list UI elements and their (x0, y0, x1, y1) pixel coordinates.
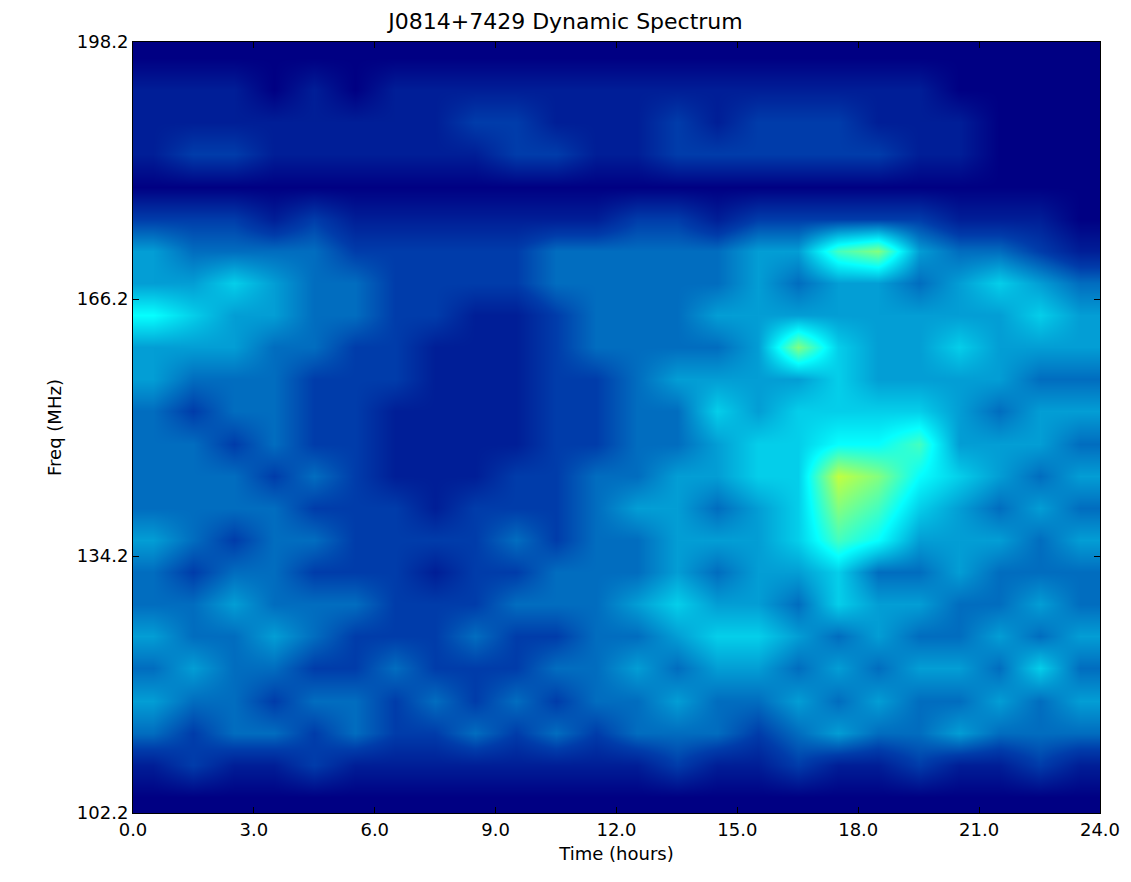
svg-text:3.0: 3.0 (240, 819, 269, 840)
svg-text:Freq (MHz): Freq (MHz) (44, 379, 65, 476)
svg-text:9.0: 9.0 (481, 819, 510, 840)
svg-text:102.2: 102.2 (77, 802, 129, 823)
svg-text:15.0: 15.0 (717, 819, 757, 840)
svg-text:198.2: 198.2 (77, 31, 129, 52)
svg-text:12.0: 12.0 (596, 819, 636, 840)
svg-text:134.2: 134.2 (77, 545, 129, 566)
svg-text:6.0: 6.0 (360, 819, 389, 840)
svg-text:J0814+7429 Dynamic Spectrum: J0814+7429 Dynamic Spectrum (386, 9, 743, 34)
svg-text:24.0: 24.0 (1080, 819, 1120, 840)
svg-text:166.2: 166.2 (77, 288, 129, 309)
svg-text:21.0: 21.0 (959, 819, 999, 840)
svg-text:18.0: 18.0 (838, 819, 878, 840)
svg-text:Time (hours): Time (hours) (558, 843, 673, 864)
svg-text:0.0: 0.0 (119, 819, 148, 840)
